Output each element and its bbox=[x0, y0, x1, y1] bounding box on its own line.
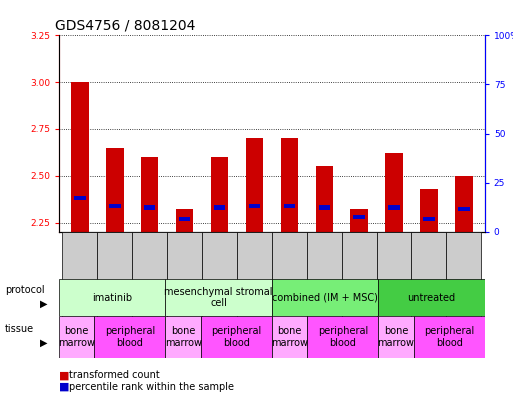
Bar bbox=[74, 196, 86, 200]
Bar bbox=[350, 209, 368, 232]
Text: bone
marrow: bone marrow bbox=[58, 326, 95, 348]
Text: transformed count: transformed count bbox=[69, 370, 160, 380]
Bar bbox=[455, 176, 472, 232]
FancyBboxPatch shape bbox=[201, 316, 272, 358]
Text: untreated: untreated bbox=[407, 293, 456, 303]
FancyBboxPatch shape bbox=[411, 232, 446, 348]
FancyBboxPatch shape bbox=[377, 232, 411, 348]
Bar bbox=[319, 206, 330, 209]
FancyBboxPatch shape bbox=[272, 279, 378, 316]
Bar bbox=[353, 215, 365, 219]
Bar bbox=[179, 217, 190, 221]
Bar bbox=[214, 206, 225, 209]
FancyBboxPatch shape bbox=[202, 232, 237, 348]
FancyBboxPatch shape bbox=[165, 316, 201, 358]
Bar bbox=[281, 138, 298, 232]
Bar bbox=[458, 208, 469, 211]
Text: GDS4756 / 8081204: GDS4756 / 8081204 bbox=[55, 19, 195, 33]
FancyBboxPatch shape bbox=[307, 316, 378, 358]
Bar bbox=[385, 153, 403, 232]
FancyBboxPatch shape bbox=[94, 316, 165, 358]
Bar bbox=[284, 204, 295, 208]
Bar bbox=[249, 204, 260, 208]
FancyBboxPatch shape bbox=[59, 279, 165, 316]
FancyBboxPatch shape bbox=[132, 232, 167, 348]
Bar bbox=[141, 157, 159, 232]
Text: protocol: protocol bbox=[5, 285, 45, 295]
Bar bbox=[420, 189, 438, 232]
Bar bbox=[71, 82, 89, 232]
FancyBboxPatch shape bbox=[97, 232, 132, 348]
FancyBboxPatch shape bbox=[307, 232, 342, 348]
Text: imatinib: imatinib bbox=[92, 293, 132, 303]
FancyBboxPatch shape bbox=[378, 316, 414, 358]
Bar bbox=[106, 148, 124, 232]
Bar bbox=[246, 138, 263, 232]
Bar bbox=[109, 204, 121, 208]
Bar bbox=[388, 206, 400, 209]
Text: percentile rank within the sample: percentile rank within the sample bbox=[69, 382, 234, 392]
Text: ▶: ▶ bbox=[40, 338, 47, 348]
Bar bbox=[423, 217, 435, 221]
Text: ▶: ▶ bbox=[40, 298, 47, 308]
Bar bbox=[211, 157, 228, 232]
FancyBboxPatch shape bbox=[414, 316, 485, 358]
FancyBboxPatch shape bbox=[237, 232, 272, 348]
Text: peripheral
blood: peripheral blood bbox=[211, 326, 262, 348]
FancyBboxPatch shape bbox=[378, 279, 485, 316]
Text: tissue: tissue bbox=[5, 324, 34, 334]
FancyBboxPatch shape bbox=[342, 232, 377, 348]
Text: bone
marrow: bone marrow bbox=[271, 326, 308, 348]
FancyBboxPatch shape bbox=[272, 232, 307, 348]
FancyBboxPatch shape bbox=[446, 232, 481, 348]
Bar bbox=[144, 206, 155, 209]
Text: ■: ■ bbox=[59, 382, 69, 392]
Text: peripheral
blood: peripheral blood bbox=[424, 326, 475, 348]
FancyBboxPatch shape bbox=[272, 316, 307, 358]
Text: bone
marrow: bone marrow bbox=[378, 326, 415, 348]
Text: ■: ■ bbox=[59, 370, 69, 380]
FancyBboxPatch shape bbox=[63, 232, 97, 348]
Bar bbox=[176, 209, 193, 232]
Text: bone
marrow: bone marrow bbox=[165, 326, 202, 348]
Text: peripheral
blood: peripheral blood bbox=[105, 326, 155, 348]
FancyBboxPatch shape bbox=[59, 316, 94, 358]
FancyBboxPatch shape bbox=[167, 232, 202, 348]
FancyBboxPatch shape bbox=[165, 279, 272, 316]
Text: peripheral
blood: peripheral blood bbox=[318, 326, 368, 348]
Text: mesenchymal stromal
cell: mesenchymal stromal cell bbox=[164, 287, 273, 309]
Text: combined (IM + MSC): combined (IM + MSC) bbox=[272, 293, 378, 303]
Bar bbox=[315, 166, 333, 232]
